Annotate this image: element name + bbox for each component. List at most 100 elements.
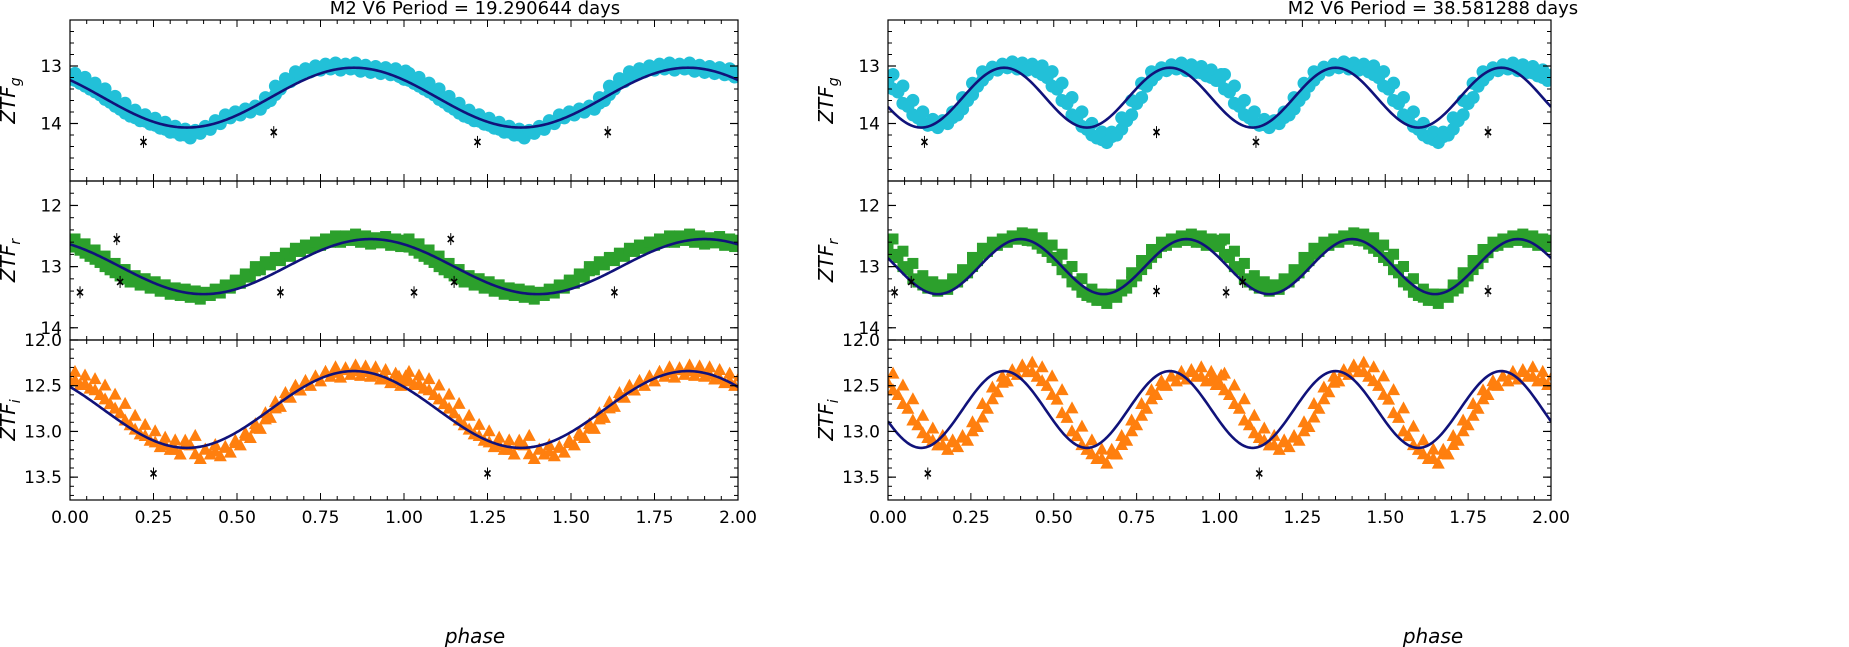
- right-i-data-point: [1367, 360, 1381, 373]
- left-r-outlier-point: [447, 233, 455, 246]
- left-i-outlier-point: [483, 467, 492, 480]
- left-r-data-point: [649, 239, 660, 251]
- right-r-data-point: [952, 276, 964, 288]
- left-g-data-point: [98, 82, 112, 96]
- right-x-tick-label: 2.00: [1532, 508, 1570, 528]
- right-x-tick-label: 1.00: [1201, 508, 1239, 528]
- left-r-outlier-point: [113, 233, 121, 246]
- left-i-data-point: [193, 452, 207, 465]
- left-i-data-point: [334, 370, 348, 383]
- left-r-data-point: [89, 244, 101, 256]
- right-g-data-point: [1387, 76, 1401, 90]
- right-i-model-curve: [888, 369, 1551, 450]
- right-r-data-point: [1457, 276, 1469, 288]
- left-r-outlier-point: [116, 275, 124, 288]
- right-i-data-point: [1312, 401, 1326, 414]
- left-x-tick-label: 0.25: [135, 508, 173, 528]
- right-i-data-point: [1392, 410, 1406, 423]
- right-g-y-axis-label: ZTFg: [814, 77, 842, 124]
- left-r-data-point: [234, 277, 246, 289]
- right-g-data-point: [1237, 93, 1251, 107]
- left-i-data-point: [527, 452, 541, 465]
- right-i-data-point: [1481, 388, 1495, 401]
- right-i-data-point: [1135, 408, 1149, 421]
- left-r-data-point: [588, 264, 600, 276]
- right-i-data-point: [1401, 429, 1415, 442]
- right-i-data-point: [1372, 378, 1386, 391]
- right-x-tick-label: 1.50: [1366, 508, 1404, 528]
- left-i-data-point: [542, 437, 556, 450]
- right-r-data-point: [1086, 283, 1098, 295]
- left-i-axes-frame: [69, 339, 739, 501]
- left-chart-title: M2 V6 Period = 19.290644 days: [330, 0, 620, 19]
- left-i-data-point: [587, 421, 601, 434]
- left-r-data-point: [618, 250, 630, 262]
- right-r-data-point: [1298, 260, 1310, 272]
- right-i-y-axis-label-sub: i: [826, 399, 842, 403]
- left-r-data-point: [483, 276, 495, 288]
- left-i-data-point: [243, 431, 257, 444]
- right-i-y-tick-label: 13.0: [842, 422, 880, 442]
- right-g-y-tick-label: 13: [858, 57, 880, 77]
- left-i-model-curve: [70, 369, 738, 450]
- right-r-data-point: [1303, 255, 1315, 267]
- right-g-data-point: [1135, 91, 1149, 105]
- left-i-data-point: [173, 447, 187, 460]
- right-x-tick-label: 0.75: [1118, 508, 1156, 528]
- right-r-data-point: [1151, 247, 1163, 259]
- right-figure: M2 V6 Period = 38.581288 days 1314ZTFg12…: [814, 0, 1578, 647]
- right-i-data-point: [1209, 377, 1223, 390]
- left-r-data-point: [264, 259, 276, 271]
- right-r-outlier-point: [1484, 285, 1492, 298]
- left-r-data-point: [304, 242, 316, 254]
- right-r-y-axis-label: ZTFr: [814, 238, 842, 283]
- right-r-data-point: [927, 276, 939, 288]
- right-g-data-point: [1214, 68, 1228, 82]
- right-i-data-point: [901, 401, 915, 414]
- right-i-data-point: [1426, 442, 1440, 455]
- left-r-data-point: [274, 255, 286, 267]
- right-r-data-point: [1228, 245, 1240, 257]
- right-r-data-point: [902, 264, 914, 276]
- right-i-data-point: [941, 442, 955, 455]
- right-r-outlier-point: [907, 275, 915, 288]
- right-i-data-point: [1322, 385, 1336, 398]
- left-i-data-point: [462, 408, 476, 421]
- left-g-y-axis-label: ZTFg: [0, 77, 24, 124]
- right-r-model-curve: [888, 237, 1551, 296]
- right-x-axis-label: phase: [1402, 624, 1463, 647]
- left-i-data-point: [78, 368, 92, 381]
- left-r-data-point: [628, 245, 640, 257]
- right-g-data-point: [1456, 108, 1470, 122]
- right-r-data-point: [972, 255, 984, 267]
- right-i-y-tick-label: 12.0: [842, 331, 880, 351]
- left-x-tick-label: 0.00: [51, 508, 89, 528]
- left-r-data-point: [638, 242, 650, 254]
- right-i-data-point: [1272, 442, 1286, 455]
- right-r-data-point: [981, 245, 993, 257]
- right-r-data-point: [1547, 234, 1551, 246]
- right-r-data-point: [1482, 247, 1494, 259]
- right-g-axes-frame: [887, 19, 1552, 182]
- right-x-tick-label: 0.25: [952, 508, 990, 528]
- right-i-data-point: [926, 421, 940, 434]
- right-i-data-point: [1000, 374, 1014, 387]
- right-i-data-point: [1150, 388, 1164, 401]
- left-g-outlier-point: [473, 135, 482, 148]
- right-i-data-point: [1095, 442, 1109, 455]
- left-g-axes-frame: [69, 19, 739, 182]
- left-x-tick-label: 1.00: [385, 508, 423, 528]
- right-i-data-point: [1214, 368, 1228, 381]
- left-i-data-point: [138, 417, 152, 430]
- right-i-data-point: [888, 366, 900, 379]
- right-r-data-point: [967, 260, 979, 272]
- left-i-data-point: [502, 433, 516, 446]
- left-i-y-tick-label: 12.5: [24, 377, 62, 397]
- right-r-data-point: [1388, 248, 1400, 260]
- right-i-data-point: [1546, 371, 1551, 381]
- left-i-y-axis-label-main: ZTF: [0, 403, 20, 442]
- right-i-data-point: [1242, 418, 1256, 431]
- right-i-data-point: [1060, 410, 1074, 423]
- left-g-y-tick-label: 14: [40, 115, 62, 135]
